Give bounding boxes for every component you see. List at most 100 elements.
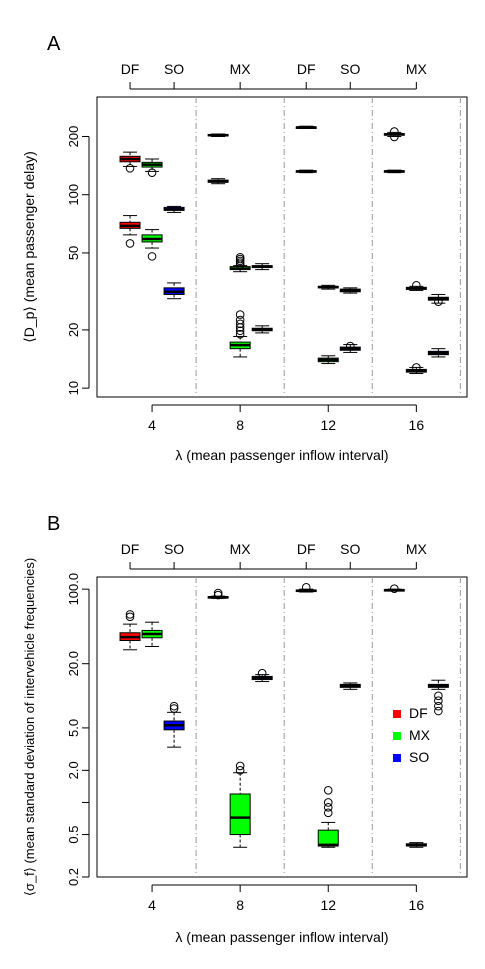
top-group-label: MX (406, 541, 428, 557)
panel-a: A 10 20 50 100 200 4 8 12 16 DF SO MX DF SO MX ⟨D_p⟩ (… (21, 33, 468, 463)
legend-label: MX (409, 727, 431, 743)
outlier-point (235, 766, 245, 775)
box-so (251, 263, 273, 271)
box-mx (141, 621, 163, 647)
box-df (207, 133, 229, 137)
outlier-point (125, 610, 135, 619)
outlier-point (323, 798, 333, 807)
y-tick-label: 100.0 (66, 573, 81, 606)
y-axis-label-b: ⟨σ_f⟩ (mean standard deviation of interv… (22, 558, 37, 896)
plot-frame-a (96, 96, 468, 398)
box-df (295, 169, 317, 174)
top-group-label: SO (340, 61, 360, 77)
box-so (163, 205, 185, 213)
outlier-point (213, 590, 223, 600)
top-axis: DF SO MX DF SO MX (121, 61, 428, 90)
legend-label: SO (409, 749, 429, 765)
box-mx (405, 281, 427, 291)
top-group-label: MX (230, 61, 252, 77)
box-df (119, 215, 141, 248)
y-tick-label: 50 (66, 246, 81, 260)
box-df (295, 583, 317, 593)
outlier-point (213, 588, 223, 598)
outlier-point (412, 281, 421, 290)
outlier-point (147, 252, 157, 261)
y-tick-label: 100 (66, 184, 81, 206)
outlier-point (257, 668, 267, 678)
outlier-point (323, 786, 333, 795)
top-group-label: MX (406, 61, 428, 77)
outlier-point (169, 701, 179, 711)
x-tick-label: 8 (236, 897, 244, 913)
plot-frame-b (96, 576, 468, 878)
outlier-point (323, 803, 333, 812)
legend-swatch (393, 710, 401, 718)
legend-label: DF (409, 705, 428, 721)
outlier-point (235, 315, 245, 325)
box-so (251, 325, 273, 334)
box-mx (141, 158, 163, 177)
box-mx (405, 363, 427, 375)
top-group-label: SO (164, 541, 184, 557)
outlier-point (235, 329, 245, 339)
top-group-label: SO (164, 61, 184, 77)
y-tick-label: 0.5 (66, 826, 81, 844)
outlier-point (147, 168, 157, 177)
x-axis: 4 8 12 16 (148, 884, 424, 913)
y-tick-label: 2.0 (66, 761, 81, 779)
top-group-label: DF (297, 541, 316, 557)
x-axis: 4 8 12 16 (148, 404, 425, 433)
outlier-point (235, 761, 245, 771)
x-tick-label: 8 (236, 417, 244, 433)
outlier-point (390, 127, 399, 136)
box-df (383, 127, 405, 142)
box-mx (405, 842, 427, 848)
box-mx (229, 310, 251, 358)
outlier-point (412, 363, 421, 372)
outlier-point (301, 583, 311, 592)
box-so (339, 682, 361, 690)
box-mx (317, 355, 339, 365)
outlier-point (434, 701, 443, 711)
y-tick-label: 20.0 (66, 651, 81, 676)
box-mx (141, 229, 163, 261)
x-axis-label-b: λ (mean passenger inflow interval) (175, 929, 388, 945)
panel-label-b: B (47, 513, 60, 535)
box-mx (317, 284, 339, 290)
outlier-point (390, 584, 399, 593)
outlier-point (235, 326, 245, 336)
y-tick-label: 200 (66, 126, 81, 148)
box-so (427, 293, 449, 306)
box-so (339, 287, 361, 294)
top-group-label: DF (121, 61, 140, 77)
y-axis: 0.2 0.5 2.0 5.0 20.0 100.0 (66, 573, 90, 886)
top-group-label: DF (121, 541, 140, 557)
outlier-point (235, 310, 245, 319)
legend-swatch (393, 754, 401, 762)
panel-b: B 0.2 0.5 2.0 5.0 20.0 100.0 4 8 12 16 DF SO MX DF SO M… (22, 513, 468, 945)
outlier-point (345, 341, 355, 351)
legend-swatch (393, 732, 401, 740)
box-so (427, 348, 449, 358)
box-mx (229, 252, 251, 273)
panel-label-a: A (47, 33, 61, 55)
box-df (119, 610, 141, 651)
top-axis: DF SO MX DF SO MX (121, 541, 428, 570)
x-tick-label: 16 (409, 417, 425, 433)
outlier-point (434, 297, 443, 306)
box-so (163, 282, 185, 300)
box-df (207, 588, 229, 600)
outlier-point (434, 706, 443, 716)
x-tick-label: 4 (148, 417, 156, 433)
box-so (163, 701, 185, 748)
outlier-point (235, 252, 245, 262)
y-tick-label: 10 (66, 381, 81, 395)
x-tick-label: 4 (148, 897, 156, 913)
y-tick-label: 0.2 (66, 868, 81, 886)
box-df (207, 178, 229, 185)
outlier-point (125, 239, 135, 248)
top-group-label: SO (340, 541, 360, 557)
box-mx (317, 786, 339, 848)
box-iqr (229, 793, 251, 836)
y-tick-label: 5.0 (66, 719, 81, 737)
